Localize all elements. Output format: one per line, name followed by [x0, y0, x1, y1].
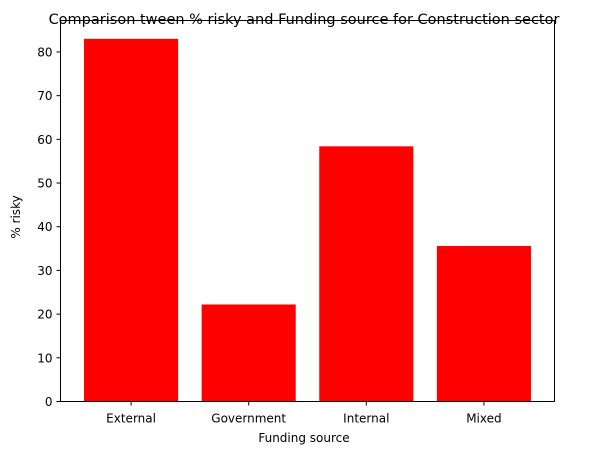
- y-tick-label: 10: [37, 351, 52, 365]
- bar-internal: [319, 146, 414, 402]
- x-tick-label-government: Government: [211, 412, 286, 426]
- x-ticks-group: External Government Internal Mixed: [106, 401, 502, 426]
- x-axis-label: Funding source: [258, 431, 349, 445]
- x-tick-label-external: External: [106, 412, 156, 426]
- y-tick-label: 80: [37, 45, 52, 59]
- y-tick-label: 60: [37, 133, 52, 147]
- y-tick-label: 50: [37, 177, 52, 191]
- y-tick-label: 20: [37, 308, 52, 322]
- bar-government: [201, 304, 296, 402]
- y-ticks-group: 0 10 20 30 40 50 60 70 80: [37, 45, 61, 409]
- x-tick-label-internal: Internal: [343, 412, 389, 426]
- y-tick-label: 30: [37, 264, 52, 278]
- bar-external: [84, 38, 179, 402]
- bars-group: [84, 38, 531, 402]
- y-tick-label: 70: [37, 89, 52, 103]
- y-tick-label: 0: [45, 395, 53, 409]
- x-tick-label-mixed: Mixed: [466, 412, 501, 426]
- bar-mixed: [436, 245, 531, 402]
- y-axis-label: % risky: [9, 195, 23, 238]
- y-tick-label: 40: [37, 220, 52, 234]
- plot-area-frame: [60, 20, 555, 402]
